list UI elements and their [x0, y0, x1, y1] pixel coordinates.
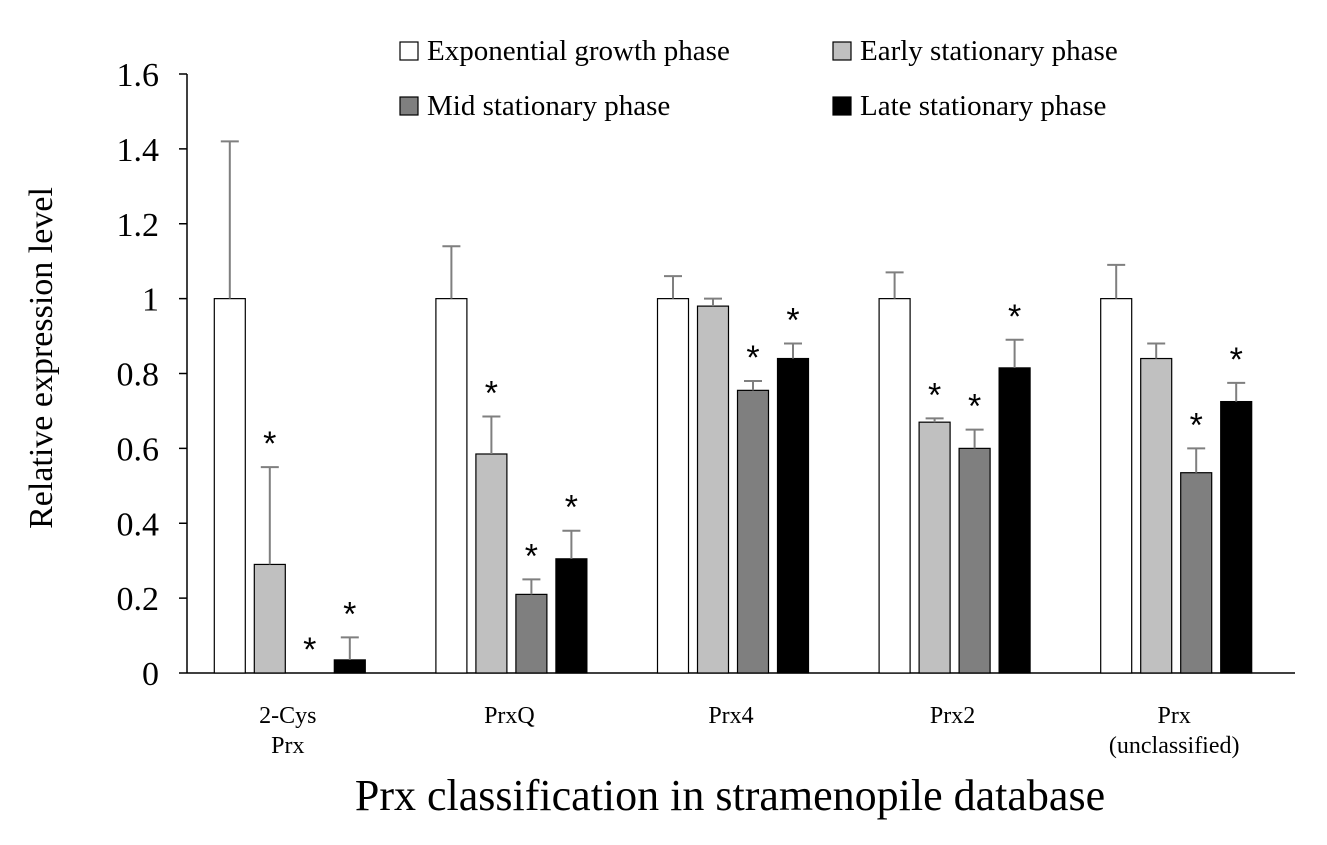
bar [555, 558, 588, 674]
x-category-label: (unclassified) [1109, 733, 1240, 759]
significance-star: * [525, 537, 538, 575]
x-category-label: Prx [1158, 703, 1191, 729]
y-axis-title: Relative expression level [23, 187, 60, 529]
bar [1140, 357, 1173, 674]
bar [1180, 472, 1213, 674]
significance-star: * [263, 425, 276, 463]
significance-star: * [343, 595, 356, 633]
bar [475, 453, 508, 674]
bar [736, 389, 770, 674]
x-category-label: Prx4 [708, 703, 753, 729]
x-category-label: PrxQ [484, 703, 535, 729]
y-tick-label: 1.4 [117, 132, 160, 169]
legend-swatch [832, 41, 852, 61]
bar [918, 421, 951, 674]
y-tick-label: 1.6 [117, 57, 160, 94]
y-tick-label: 0.8 [117, 357, 160, 394]
legend-label: Mid stationary phase [427, 90, 670, 122]
significance-star: * [565, 489, 578, 527]
bar [435, 298, 468, 674]
significance-star: * [746, 339, 759, 377]
y-tick-label: 0.6 [117, 431, 160, 468]
significance-star: * [1008, 298, 1021, 336]
bar [998, 367, 1031, 674]
bar [213, 298, 246, 674]
bar [333, 659, 366, 674]
legend-label: Exponential growth phase [427, 35, 730, 67]
significance-star: * [485, 375, 498, 413]
y-tick-label: 0 [142, 656, 159, 693]
bar [515, 593, 548, 674]
significance-star: * [968, 388, 981, 426]
bar [958, 447, 991, 674]
x-category-label: Prx [271, 733, 304, 759]
significance-star: * [1190, 406, 1203, 444]
bar [878, 298, 911, 674]
significance-star: * [928, 376, 941, 414]
significance-star: * [303, 631, 316, 669]
x-axis-title: Prx classification in stramenopile datab… [355, 771, 1105, 820]
bar [253, 563, 286, 674]
legend-label: Early stationary phase [860, 35, 1118, 67]
significance-star: * [1230, 341, 1243, 379]
bar [1220, 400, 1253, 674]
x-category-label: 2-Cys [259, 703, 316, 729]
y-tick-label: 0.2 [117, 581, 160, 618]
legend-label: Late stationary phase [860, 90, 1106, 122]
y-tick-label: 1 [142, 282, 159, 319]
legend-swatch [399, 96, 419, 116]
significance-star: * [786, 302, 799, 340]
bar [696, 305, 730, 674]
legend-swatch [399, 41, 419, 61]
y-tick-label: 1.2 [117, 207, 160, 244]
x-category-label: Prx2 [930, 703, 975, 729]
y-tick-label: 0.4 [117, 506, 160, 543]
legend-swatch [832, 96, 852, 116]
bar [776, 357, 810, 674]
bar [1100, 298, 1133, 674]
bar [656, 298, 690, 674]
